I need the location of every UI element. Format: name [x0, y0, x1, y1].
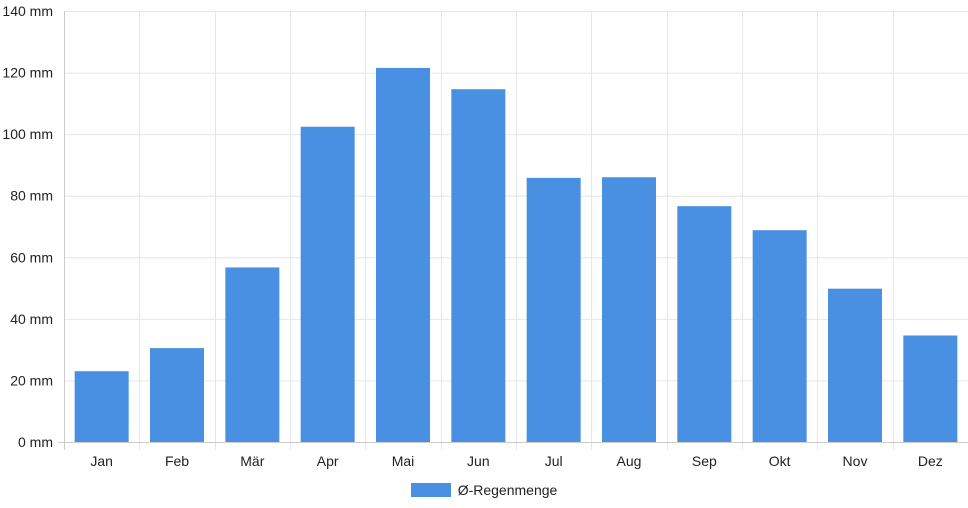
- x-tick-label: Jan: [90, 453, 113, 469]
- y-tick-label: 100 mm: [2, 126, 53, 142]
- x-tick-label: Dez: [918, 453, 943, 469]
- x-tick-label: Okt: [769, 453, 791, 469]
- y-tick-label: 60 mm: [10, 249, 53, 265]
- axes: [58, 11, 968, 450]
- bar-dez[interactable]: [903, 335, 958, 442]
- bar-sep[interactable]: [677, 206, 732, 442]
- x-tick-label: Sep: [692, 453, 717, 469]
- y-tick-label: 140 mm: [2, 3, 53, 19]
- bar-mär[interactable]: [225, 267, 280, 442]
- y-tick-label: 40 mm: [10, 311, 53, 327]
- x-tick-label: Nov: [843, 453, 868, 469]
- bar-aug[interactable]: [602, 177, 656, 443]
- x-tick-label: Jun: [467, 453, 490, 469]
- y-tick-label: 80 mm: [10, 188, 53, 204]
- bar-feb[interactable]: [150, 348, 204, 442]
- grid-lines: [64, 11, 968, 450]
- y-tick-label: 0 mm: [18, 434, 53, 450]
- bar-jan[interactable]: [74, 371, 129, 442]
- x-tick-label: Aug: [617, 453, 642, 469]
- y-tick-label: 20 mm: [10, 372, 53, 388]
- legend-label: Ø-Regenmenge: [457, 482, 558, 498]
- x-tick-labels: Jan Feb Mär Apr Mai Jun Jul Aug Sep Okt Nov Dez: [90, 453, 942, 469]
- x-tick-label: Mai: [392, 453, 415, 469]
- x-tick-label: Mär: [240, 453, 264, 469]
- bar-jul[interactable]: [526, 177, 581, 443]
- y-tick-label: 120 mm: [2, 65, 53, 81]
- x-tick-label: Feb: [165, 453, 189, 469]
- bar-mai[interactable]: [376, 67, 430, 442]
- x-tick-label: Apr: [317, 453, 339, 469]
- bar-okt[interactable]: [752, 230, 807, 442]
- y-tick-labels: 0 mm 20 mm 40 mm 60 mm 80 mm 100 mm 120 mm 140 …: [2, 3, 53, 450]
- legend[interactable]: Ø-Regenmenge: [0, 479, 968, 501]
- bar-apr[interactable]: [300, 126, 355, 442]
- bar-jun[interactable]: [451, 89, 506, 442]
- bars: [74, 67, 958, 443]
- bar-nov[interactable]: [828, 288, 882, 442]
- legend-swatch: [410, 483, 451, 497]
- x-tick-label: Jul: [545, 453, 563, 469]
